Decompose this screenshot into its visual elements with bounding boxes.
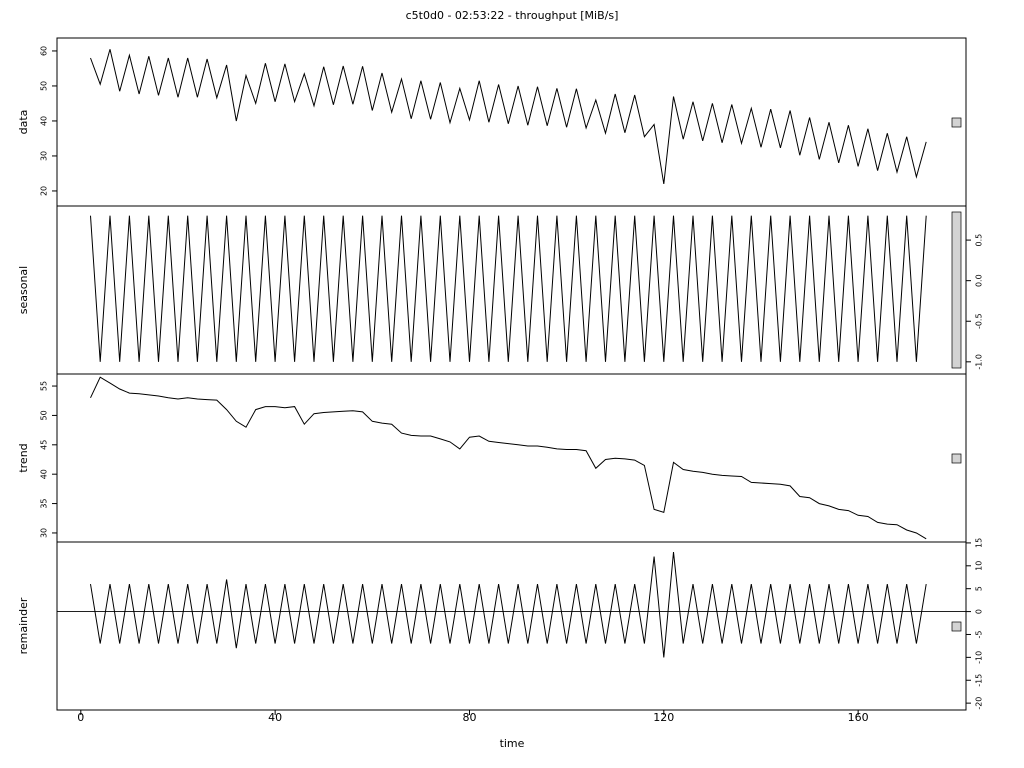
y-axis-label: seasonal — [17, 266, 30, 314]
y-tick-label: -20 — [975, 697, 984, 710]
y-tick-label: 45 — [40, 440, 49, 450]
y-tick-label: 50 — [40, 81, 49, 91]
series-line — [90, 376, 927, 540]
y-tick-label: 40 — [40, 116, 49, 126]
x-axis-label: time — [500, 737, 525, 750]
y-tick-label: 60 — [40, 46, 49, 56]
y-tick-label: 0.0 — [975, 274, 984, 287]
y-tick-label: 20 — [40, 186, 49, 196]
range-bar — [951, 117, 962, 128]
y-tick-label: 30 — [40, 151, 49, 161]
x-tick-label: 0 — [77, 711, 84, 724]
y-tick-label: 30 — [40, 528, 49, 538]
range-bar — [951, 211, 962, 369]
x-tick-label: 120 — [653, 711, 674, 724]
y-tick-label: -10 — [975, 651, 984, 664]
panel-frame — [56, 37, 967, 207]
y-tick-label: 15 — [975, 538, 984, 548]
y-tick-label: -5 — [975, 630, 984, 638]
y-tick-label: 40 — [40, 469, 49, 479]
y-tick-label: -0.5 — [975, 313, 984, 329]
series-line — [90, 215, 927, 362]
panel-frame — [56, 373, 967, 543]
y-tick-label: -1.0 — [975, 354, 984, 370]
y-tick-label: 5 — [975, 586, 984, 591]
chart-title: c5t0d0 - 02:53:22 - throughput [MiB/s] — [406, 9, 619, 22]
x-tick-label: 40 — [268, 711, 282, 724]
panel-frame — [56, 541, 967, 711]
x-tick-label: 80 — [462, 711, 476, 724]
y-tick-label: 55 — [40, 381, 49, 391]
y-axis-label: trend — [17, 443, 30, 472]
y-tick-label: 0 — [975, 609, 984, 614]
x-tick-label: 160 — [848, 711, 869, 724]
y-tick-label: 0.5 — [975, 234, 984, 247]
series-line — [90, 552, 927, 658]
y-tick-label: 35 — [40, 498, 49, 508]
y-tick-label: -15 — [975, 674, 984, 687]
y-tick-label: 50 — [40, 410, 49, 420]
y-tick-label: 10 — [975, 561, 984, 571]
series-line — [90, 49, 927, 184]
y-axis-label: remainder — [17, 597, 30, 654]
y-axis-label: data — [17, 110, 30, 135]
range-bar — [951, 453, 962, 464]
range-bar — [951, 621, 962, 632]
